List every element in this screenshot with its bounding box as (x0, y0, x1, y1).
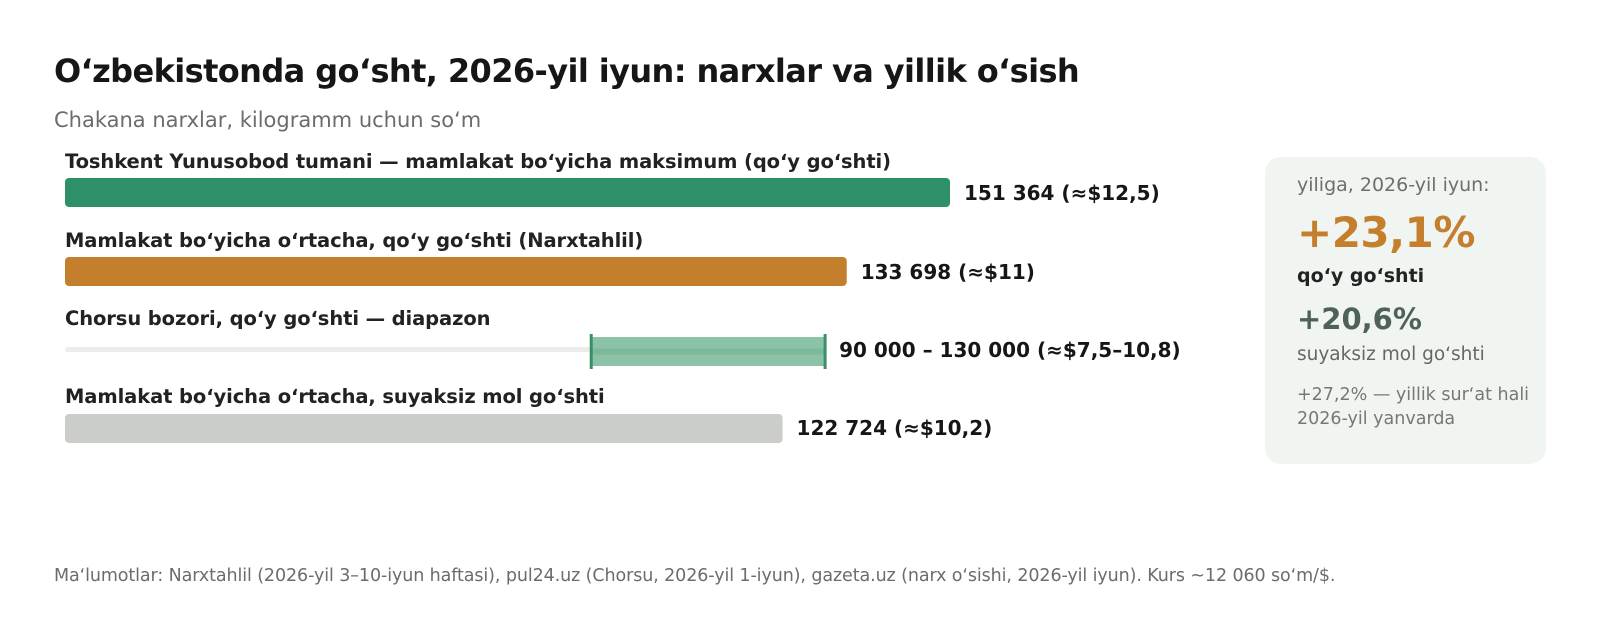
value-label-mutton-average: 133 698 (≈$11) (860, 260, 1035, 284)
growth-card: yiliga, 2026-yil iyun: +23,1% qoʻy goʻsh… (1265, 157, 1546, 464)
growth-note: +27,2% — yillik surʻat hali 2026-yil yan… (1297, 385, 1530, 429)
chart-subtitle: Chakana narxlar, kilogramm uchun soʻm (54, 108, 482, 132)
bar-label-mutton-average: Mamlakat boʻyicha oʻrtacha, qoʻy goʻshti… (65, 229, 644, 252)
beef-growth-value: +20,6% (1297, 302, 1422, 336)
value-label-yunusobod: 151 364 (≈$12,5) (964, 181, 1160, 205)
bar-mutton-average (65, 257, 847, 286)
range-min-mark-chorsu (589, 334, 593, 369)
mutton-growth-value: +23,1% (1297, 208, 1475, 257)
value-label-chorsu: 90 000 – 130 000 (≈$7,5–10,8) (839, 338, 1181, 362)
bar-beef-average (65, 414, 783, 443)
chart-title: Oʻzbekistonda goʻsht, 2026-yil iyun: nar… (54, 52, 1080, 90)
bar-label-yunusobod: Toshkent Yunusobod tumani — mamlakat boʻ… (65, 150, 891, 173)
beef-growth-caption: suyaksiz mol goʻshti (1297, 344, 1485, 365)
bar-yunusobod (65, 178, 950, 207)
range-max-mark-chorsu (823, 334, 827, 369)
mutton-growth-caption: qoʻy goʻshti (1297, 265, 1425, 287)
growth-card-heading: yiliga, 2026-yil iyun: (1297, 174, 1490, 196)
range-bar-chorsu (591, 337, 826, 366)
range-band-chorsu (591, 348, 826, 355)
bar-label-beef-average: Mamlakat boʻyicha oʻrtacha, suyaksiz mol… (65, 385, 605, 408)
source-note: Maʻlumotlar: Narxtahlil (2026-yil 3–10-i… (54, 566, 1336, 586)
value-label-beef-average: 122 724 (≈$10,2) (796, 416, 993, 440)
bar-label-chorsu: Chorsu bozori, qoʻy goʻshti — diapazon (65, 307, 491, 330)
